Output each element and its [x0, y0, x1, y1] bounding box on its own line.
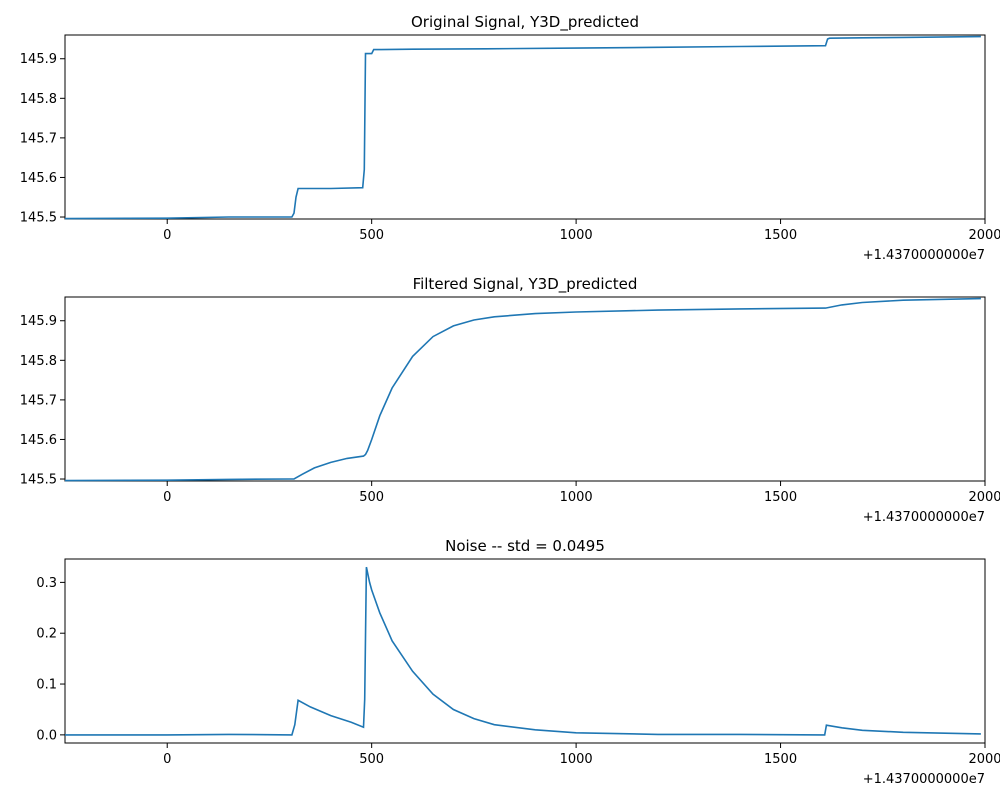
y-tick-label: 145.8 [20, 354, 57, 369]
y-tick-label: 0.2 [36, 627, 57, 642]
x-tick-label: 0 [163, 490, 171, 505]
series-line [64, 297, 981, 482]
x-axis: 0 500 1000 1500 2000 [163, 219, 1000, 243]
chart-title: Noise -- std = 0.0495 [445, 537, 605, 555]
chart-title: Original Signal, Y3D_predicted [411, 13, 639, 32]
y-tick-label: 145.7 [20, 393, 57, 408]
x-offset-label: +1.4370000000e7 [863, 248, 985, 263]
x-tick-label: 1500 [764, 752, 797, 767]
x-tick-label: 1500 [764, 490, 797, 505]
x-tick-label: 0 [163, 228, 171, 243]
y-axis: 145.5 145.6 145.7 145.8 145.9 [20, 52, 65, 226]
x-tick-label: 0 [163, 752, 171, 767]
x-tick-label: 500 [359, 490, 384, 505]
x-tick-label: 2000 [968, 752, 1000, 767]
x-tick-label: 1000 [560, 490, 593, 505]
y-tick-label: 0.3 [36, 576, 57, 591]
x-tick-label: 500 [359, 752, 384, 767]
y-axis: 0.0 0.1 0.2 0.3 [36, 576, 65, 743]
y-tick-label: 145.8 [20, 92, 57, 107]
plot-area [64, 34, 986, 220]
x-tick-label: 1000 [560, 752, 593, 767]
series-line [64, 35, 981, 220]
y-tick-label: 145.9 [20, 314, 57, 329]
y-tick-label: 145.5 [20, 211, 57, 226]
y-tick-label: 145.9 [20, 52, 57, 67]
y-tick-label: 145.6 [20, 171, 57, 186]
panel-noise: Noise -- std = 0.0495 0 500 1000 1500 2000 0… [36, 537, 1000, 787]
x-axis: 0 500 1000 1500 2000 [163, 743, 1000, 767]
y-tick-label: 145.6 [20, 433, 57, 448]
plot-area [64, 558, 986, 744]
x-tick-label: 2000 [968, 228, 1000, 243]
series-line [65, 566, 981, 736]
plot-area [64, 296, 986, 482]
y-axis: 145.5 145.6 145.7 145.8 145.9 [20, 314, 65, 488]
chart-title: Filtered Signal, Y3D_predicted [413, 275, 638, 294]
x-offset-label: +1.4370000000e7 [863, 772, 985, 787]
panel-filtered: Filtered Signal, Y3D_predicted 0 500 1000 1… [20, 275, 1000, 525]
x-tick-label: 1000 [560, 228, 593, 243]
x-tick-label: 500 [359, 228, 384, 243]
y-tick-label: 145.5 [20, 473, 57, 488]
x-axis: 0 500 1000 1500 2000 [163, 481, 1000, 505]
y-tick-label: 0.0 [36, 728, 57, 743]
y-tick-label: 0.1 [36, 678, 57, 693]
panel-original: Original Signal, Y3D_predicted 0 500 1000 1… [20, 13, 1000, 263]
x-offset-label: +1.4370000000e7 [863, 510, 985, 525]
y-tick-label: 145.7 [20, 131, 57, 146]
x-tick-label: 1500 [764, 228, 797, 243]
x-tick-label: 2000 [968, 490, 1000, 505]
